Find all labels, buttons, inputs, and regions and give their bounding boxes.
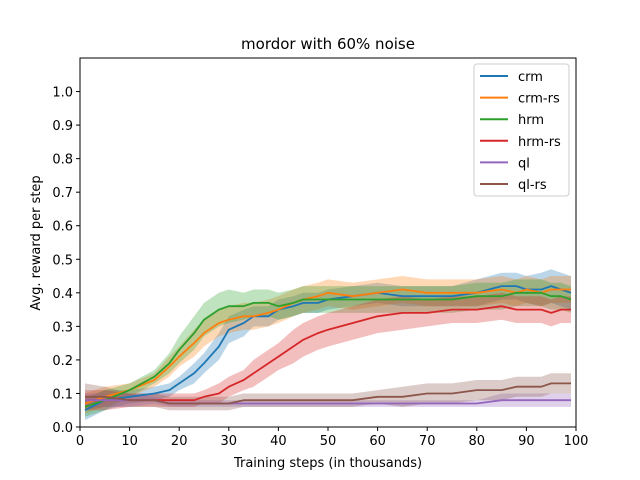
y-tick-label: 0.9 — [52, 119, 73, 134]
x-tick-label: 40 — [270, 434, 287, 449]
x-tick-label: 60 — [369, 434, 386, 449]
legend-label-hrm-rs: hrm-rs — [518, 135, 561, 150]
x-tick-label: 90 — [518, 434, 535, 449]
y-tick-label: 0.1 — [52, 387, 73, 402]
x-tick-label: 20 — [171, 434, 188, 449]
legend-label-crm: crm — [518, 70, 543, 85]
x-axis-label: Training steps (in thousands) — [233, 456, 422, 471]
y-tick-label: 0.3 — [52, 320, 73, 335]
series-line-crm — [84, 285, 572, 412]
x-tick-label: 50 — [320, 434, 337, 449]
x-tick-label: 80 — [469, 434, 486, 449]
x-tick-label: 100 — [564, 434, 589, 449]
y-axis-label: Avg. reward per step — [29, 175, 44, 310]
legend-label-ql: ql — [518, 156, 530, 171]
y-tick-label: 0.7 — [52, 186, 73, 201]
band-hrm — [85, 279, 571, 417]
band-crm-rs — [85, 276, 571, 414]
y-tick-label: 0.5 — [52, 253, 73, 268]
x-tick-label: 30 — [221, 434, 238, 449]
series-line-hrm — [84, 291, 572, 408]
x-tick-label: 70 — [419, 434, 436, 449]
y-axis-ticks: 0.0 0.1 0.2 0.3 0.4 0.5 0.6 0.7 0.8 0.9 1.0 — [52, 86, 80, 436]
legend: crm crm-rs hrm hrm-rs ql ql-rs — [473, 63, 570, 197]
series-lines — [84, 285, 572, 412]
y-tick-label: 0.2 — [52, 354, 73, 369]
legend-label-hrm: hrm — [518, 113, 544, 128]
series-line-ql-rs — [85, 382, 571, 405]
x-axis-ticks: 0 10 20 30 40 50 60 70 80 90 100 — [76, 427, 589, 449]
legend-label-crm-rs: crm-rs — [518, 92, 560, 107]
y-tick-label: 1.0 — [52, 86, 73, 101]
y-tick-label: 0.0 — [52, 421, 73, 436]
x-tick-label: 10 — [121, 434, 138, 449]
y-tick-label: 0.4 — [52, 287, 73, 302]
band-ql-rs — [85, 373, 571, 411]
series-line-hrm-rs — [85, 305, 571, 402]
y-tick-label: 0.8 — [52, 153, 73, 168]
band-hrm-rs — [85, 292, 571, 411]
chart-title: mordor with 60% noise — [241, 35, 415, 53]
y-tick-label: 0.6 — [52, 220, 73, 235]
legend-label-ql-rs: ql-rs — [518, 178, 547, 193]
x-tick-label: 0 — [76, 434, 84, 449]
